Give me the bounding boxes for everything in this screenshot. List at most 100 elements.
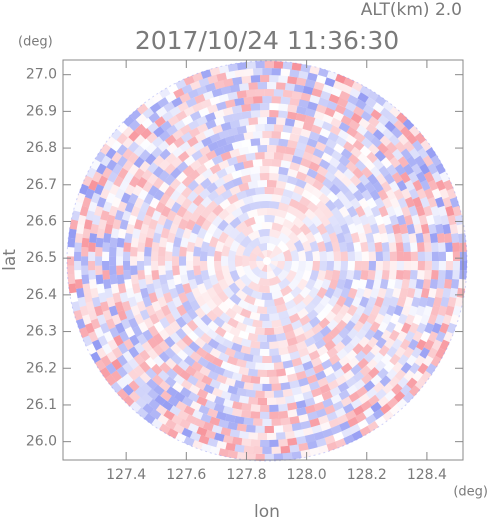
echo-cell — [282, 89, 293, 98]
echo-cell — [278, 166, 289, 176]
echo-cell — [145, 153, 157, 166]
echo-cell — [74, 279, 83, 289]
echo-cell — [431, 322, 442, 334]
echo-cell — [88, 242, 96, 252]
echo-cell — [225, 70, 236, 80]
echo-cell — [302, 294, 314, 306]
echo-cell — [420, 314, 430, 326]
echo-cell — [382, 197, 393, 209]
echo-cell — [311, 88, 323, 98]
echo-cell — [393, 390, 406, 403]
echo-cell — [429, 232, 438, 243]
echo-cell — [452, 242, 460, 252]
echo-cell — [124, 279, 132, 289]
echo-cell — [204, 112, 217, 123]
y-axis-label: lat — [0, 249, 20, 271]
echo-cell — [192, 102, 204, 113]
echo-cell — [88, 179, 99, 191]
echo-cell — [106, 159, 118, 171]
echo-cell — [389, 180, 400, 193]
echo-cell — [105, 318, 116, 330]
echo-cell — [129, 109, 142, 121]
echo-cell — [214, 184, 227, 196]
echo-cell — [267, 432, 277, 441]
echo-cell — [207, 74, 219, 85]
echo-cell — [269, 75, 279, 83]
echo-cell — [197, 123, 209, 134]
echo-cell — [278, 277, 291, 290]
echo-cell — [185, 414, 197, 425]
echo-cell — [324, 77, 336, 88]
echo-cell — [122, 137, 134, 149]
echo-cell — [415, 279, 424, 290]
echo-cell — [173, 374, 185, 386]
echo-cell — [145, 205, 156, 218]
echo-cell — [348, 391, 361, 403]
echo-cell — [137, 242, 146, 252]
echo-cell — [102, 201, 113, 213]
echo-cell — [102, 270, 110, 280]
echo-cell — [164, 336, 176, 348]
echo-cell — [236, 387, 247, 397]
echo-cell — [369, 189, 381, 201]
echo-cell — [125, 287, 135, 299]
x-axis-label: lon — [254, 502, 280, 521]
echo-cell — [391, 338, 403, 350]
echo-cell — [271, 355, 282, 363]
echo-cell — [142, 329, 154, 341]
echo-cell — [429, 279, 438, 290]
echo-cell — [321, 390, 333, 401]
echo-cell — [360, 270, 369, 281]
echo-cell — [354, 261, 363, 271]
echo-cell — [109, 237, 118, 248]
echo-cell — [213, 194, 225, 206]
echo-cell — [200, 207, 212, 219]
echo-cell — [142, 214, 153, 226]
echo-cell — [142, 107, 155, 119]
echo-cell — [109, 246, 117, 257]
echo-cell — [222, 143, 234, 153]
echo-cell — [163, 218, 173, 230]
echo-cell — [148, 325, 159, 337]
echo-cell — [183, 75, 195, 86]
echo-cell — [415, 232, 424, 243]
echo-cell — [158, 181, 170, 194]
echo-cell — [160, 205, 172, 218]
echo-cell — [271, 383, 282, 391]
echo-cell — [195, 163, 208, 175]
echo-cell — [248, 252, 258, 261]
echo-cell — [364, 328, 376, 341]
echo-cell — [324, 287, 336, 299]
echo-cell — [95, 151, 106, 163]
echo-cell — [189, 210, 201, 223]
echo-cell — [389, 404, 401, 416]
echo-cell — [324, 241, 334, 253]
x-unit: (deg) — [453, 485, 488, 500]
echo-cell — [99, 367, 111, 379]
echo-cell — [366, 151, 378, 164]
echo-cell — [282, 61, 293, 70]
echo-cell — [186, 308, 198, 320]
echo-cell — [365, 97, 377, 108]
echo-cell — [243, 96, 254, 105]
echo-cell — [431, 270, 439, 280]
echo-cell — [330, 117, 342, 128]
echo-cell — [169, 287, 179, 299]
echo-cell — [238, 395, 250, 404]
echo-cell — [353, 131, 366, 143]
echo-cell — [275, 332, 287, 342]
echo-cell — [188, 169, 201, 181]
echo-cell — [414, 355, 426, 367]
echo-cell — [145, 304, 156, 317]
echo-cell — [352, 139, 365, 151]
echo-cell — [408, 205, 418, 217]
echo-cell — [165, 197, 176, 210]
echo-cell — [68, 228, 77, 239]
echo-cell — [349, 423, 361, 434]
echo-cell — [251, 266, 262, 277]
echo-cell — [169, 189, 181, 202]
echo-cell — [206, 328, 218, 340]
echo-cell — [257, 263, 265, 271]
echo-cell — [148, 292, 158, 304]
